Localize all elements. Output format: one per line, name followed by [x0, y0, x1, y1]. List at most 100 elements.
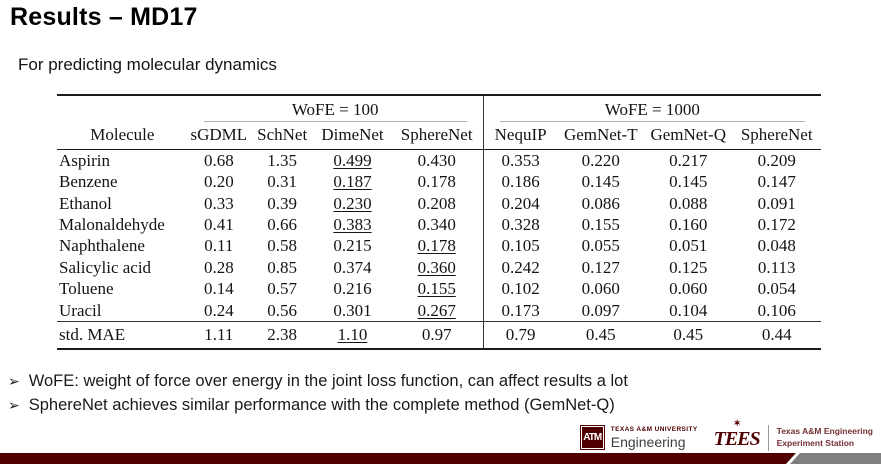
value-cell: 0.160	[669, 215, 708, 235]
value-cell: 0.104	[669, 300, 708, 320]
tamu-seal-icon: ATM	[579, 425, 605, 450]
value-cell: 0.20	[203, 172, 234, 192]
corner-cell	[57, 93, 188, 123]
value-cell: 0.106	[757, 300, 796, 320]
table-row: Uracil 0.24 0.56 0.301 0.267 0.173 0.097 0.104 0…	[57, 299, 821, 322]
molecule-label: Ethanol	[59, 193, 112, 213]
value-cell: 0.147	[757, 172, 796, 192]
value-cell: 0.383	[333, 215, 372, 235]
column-header: SchNet	[249, 122, 315, 150]
column-header: NequIP	[482, 122, 558, 150]
value-cell: 0.208	[417, 193, 456, 213]
value-cell: 0.33	[203, 193, 234, 213]
column-header: sGDML	[187, 122, 250, 150]
results-table: WoFE = 100 WoFE = 1000 Molecule sGDML SchNet…	[57, 93, 821, 351]
value-cell: 0.216	[333, 279, 372, 299]
value-cell: 0.31	[267, 172, 298, 192]
value-cell: 0.85	[267, 257, 298, 277]
tees-acronym-text: TEES	[713, 428, 761, 450]
value-cell: 0.14	[203, 279, 234, 299]
value-cell: 0.353	[482, 149, 558, 172]
value-cell: 1.10	[314, 321, 391, 351]
tees-line2: Experiment Station	[776, 437, 855, 448]
value-cell: 0.060	[581, 279, 620, 299]
value-cell: 0.051	[669, 236, 708, 256]
value-cell: 0.374	[333, 257, 372, 277]
table-row: Aspirin 0.68 1.35 0.499 0.430 0.353 0.220 0.217…	[57, 149, 821, 172]
bullet-list: ➢ WoFE: weight of force over energy in th…	[8, 372, 628, 420]
column-header: GemNet-T	[557, 122, 644, 150]
table-row: Benzene 0.20 0.31 0.187 0.178 0.186 0.145 0.145…	[57, 171, 821, 193]
value-cell: 0.097	[581, 300, 620, 320]
value-cell: 0.215	[333, 236, 372, 256]
value-cell: 0.102	[482, 278, 558, 300]
value-cell: 2.38	[249, 321, 315, 351]
value-cell: 0.178	[417, 236, 456, 256]
value-cell: 0.242	[482, 256, 558, 279]
value-cell: 0.145	[669, 172, 708, 192]
value-cell: 0.125	[669, 257, 708, 277]
value-cell: 0.204	[482, 192, 558, 215]
value-cell: 0.145	[581, 172, 620, 192]
value-cell: 0.79	[482, 321, 558, 351]
group-label: WoFE = 100	[203, 99, 467, 123]
column-header: SphereNet	[732, 122, 821, 150]
value-cell: 0.44	[732, 321, 821, 351]
value-cell: 0.155	[581, 215, 620, 235]
value-cell: 0.086	[581, 193, 620, 213]
table-row: Salicylic acid 0.28 0.85 0.374 0.360 0.242 0.1…	[57, 256, 821, 279]
value-cell: 0.187	[333, 172, 372, 192]
tees-line1: Texas A&M Engineering	[776, 426, 873, 437]
value-cell: 0.45	[557, 321, 644, 351]
value-cell: 0.45	[643, 321, 733, 351]
subtitle: For predicting molecular dynamics	[18, 55, 277, 74]
value-cell: 0.173	[482, 299, 558, 322]
bullet-arrow-icon: ➢	[8, 373, 20, 389]
tees-divider	[767, 424, 769, 451]
footer-bar-maroon	[0, 453, 796, 464]
table-row: Toluene 0.14 0.57 0.216 0.155 0.102 0.060 0.060…	[57, 278, 821, 300]
value-cell: 0.186	[482, 171, 558, 193]
value-cell: 0.97	[390, 321, 484, 351]
value-cell: 0.430	[417, 150, 456, 170]
value-cell: 1.35	[267, 150, 298, 170]
value-cell: 0.155	[417, 279, 456, 299]
molecule-label: Toluene	[59, 279, 114, 299]
table-row: Malonaldehyde 0.41 0.66 0.383 0.340 0.328 0.15…	[57, 214, 821, 236]
column-header: SphereNet	[390, 122, 484, 150]
page-title: Results – MD17	[10, 3, 198, 31]
value-cell: 0.091	[757, 193, 796, 213]
bullet-text: WoFE: weight of force over energy in the…	[28, 372, 628, 390]
molecule-column-header: Molecule	[57, 122, 188, 150]
value-cell: 0.217	[669, 150, 708, 170]
group-label: WoFE = 1000	[499, 99, 805, 123]
bullet-item: ➢ SphereNet achieves similar performance …	[8, 396, 628, 415]
value-cell: 0.328	[482, 214, 558, 236]
table-row: Ethanol 0.33 0.39 0.230 0.208 0.204 0.086 0.088…	[57, 192, 821, 215]
molecule-label: Aspirin	[59, 150, 110, 170]
value-cell: 0.68	[203, 150, 234, 170]
value-cell: 0.220	[581, 150, 620, 170]
value-cell: 0.105	[482, 235, 558, 257]
value-cell: 0.39	[267, 193, 298, 213]
footer-bar-gray	[790, 453, 881, 464]
bullet-item: ➢ WoFE: weight of force over energy in th…	[8, 372, 628, 391]
value-cell: 0.230	[333, 193, 372, 213]
results-table-wrap: WoFE = 100 WoFE = 1000 Molecule sGDML SchNet…	[57, 93, 821, 351]
value-cell: 0.088	[669, 193, 708, 213]
value-cell: 0.360	[417, 257, 456, 277]
table-row: std. MAE 1.11 2.38 1.10 0.97 0.79 0.45 0.45 0.44	[57, 321, 821, 351]
value-cell: 0.209	[757, 150, 796, 170]
footer-logos: ATM TEXAS A&M UNIVERSITY Engineering ✶ TE…	[579, 418, 873, 451]
group-header: WoFE = 100	[187, 93, 484, 123]
value-cell: 0.172	[757, 215, 796, 235]
value-cell: 0.178	[417, 172, 456, 192]
value-cell: 0.301	[333, 300, 372, 320]
group-header: WoFE = 1000	[482, 93, 821, 123]
value-cell: 0.57	[267, 279, 298, 299]
value-cell: 0.060	[669, 279, 708, 299]
value-cell: 0.56	[267, 300, 298, 320]
value-cell: 0.127	[581, 257, 620, 277]
value-cell: 0.58	[267, 236, 298, 256]
tees-logo: ✶ TEES Texas A&M Engineering Experiment S…	[713, 418, 873, 451]
